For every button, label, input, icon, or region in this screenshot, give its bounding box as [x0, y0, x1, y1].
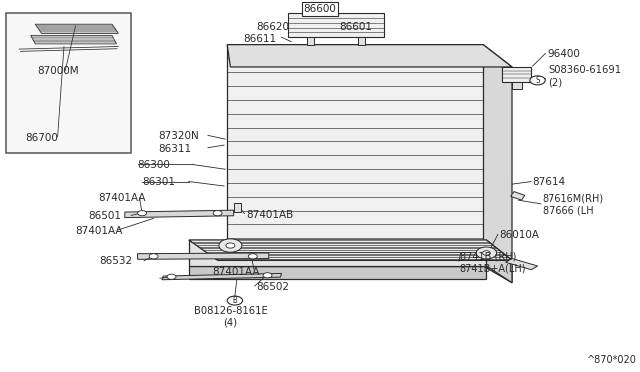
Text: B: B	[232, 296, 237, 305]
Bar	[6, 13, 131, 153]
Circle shape	[219, 239, 242, 252]
Text: 86010A: 86010A	[499, 230, 540, 240]
Polygon shape	[288, 13, 384, 37]
Text: 87614: 87614	[532, 177, 566, 187]
Text: 86600: 86600	[303, 4, 337, 14]
Text: 87320N: 87320N	[159, 131, 200, 141]
Text: 87000M: 87000M	[37, 66, 79, 76]
Circle shape	[213, 211, 222, 216]
Polygon shape	[189, 240, 486, 266]
Text: S08360-61691
(2): S08360-61691 (2)	[548, 65, 621, 87]
Text: 87401AA: 87401AA	[212, 267, 260, 276]
Polygon shape	[506, 259, 538, 270]
Circle shape	[483, 251, 490, 255]
Circle shape	[149, 254, 158, 259]
Text: 86601: 86601	[339, 22, 372, 32]
Polygon shape	[358, 37, 365, 45]
Text: 86502: 86502	[256, 282, 289, 292]
Text: 87401AA: 87401AA	[76, 226, 123, 235]
Polygon shape	[486, 240, 512, 283]
Circle shape	[530, 76, 545, 85]
Text: 86300: 86300	[138, 160, 170, 170]
Polygon shape	[138, 253, 269, 259]
Polygon shape	[307, 37, 314, 45]
Polygon shape	[162, 273, 282, 280]
Polygon shape	[227, 45, 512, 67]
Polygon shape	[502, 67, 531, 82]
Text: 8741B (RH)
8741B+A(LH): 8741B (RH) 8741B+A(LH)	[460, 251, 526, 273]
Text: 86620: 86620	[256, 22, 289, 32]
Circle shape	[167, 274, 176, 279]
Text: S: S	[535, 76, 540, 85]
Text: 87401AB: 87401AB	[246, 210, 294, 220]
Text: ^870*020: ^870*020	[587, 355, 637, 365]
Text: 86301: 86301	[142, 177, 175, 187]
Text: 87401AA: 87401AA	[98, 193, 145, 203]
Polygon shape	[512, 82, 522, 89]
Circle shape	[226, 243, 235, 248]
Polygon shape	[189, 266, 486, 279]
Text: 96400: 96400	[547, 49, 580, 58]
Text: 86311: 86311	[159, 144, 192, 154]
Polygon shape	[227, 45, 483, 266]
Text: 86501: 86501	[88, 211, 122, 221]
Polygon shape	[511, 192, 525, 200]
Polygon shape	[125, 210, 234, 218]
Circle shape	[227, 296, 243, 305]
Polygon shape	[189, 240, 512, 260]
Circle shape	[248, 254, 257, 259]
Text: 86611: 86611	[243, 34, 276, 44]
Polygon shape	[35, 24, 118, 33]
Polygon shape	[31, 35, 116, 44]
Text: B08126-8161E
(4): B08126-8161E (4)	[193, 306, 268, 328]
Polygon shape	[483, 45, 512, 283]
Circle shape	[476, 247, 497, 259]
Text: 87616M(RH)
87666 (LH: 87616M(RH) 87666 (LH	[543, 194, 604, 215]
Circle shape	[138, 211, 147, 216]
Text: 86700: 86700	[26, 133, 58, 142]
Circle shape	[263, 273, 272, 278]
Bar	[234, 203, 241, 212]
Text: 86532: 86532	[99, 256, 132, 266]
